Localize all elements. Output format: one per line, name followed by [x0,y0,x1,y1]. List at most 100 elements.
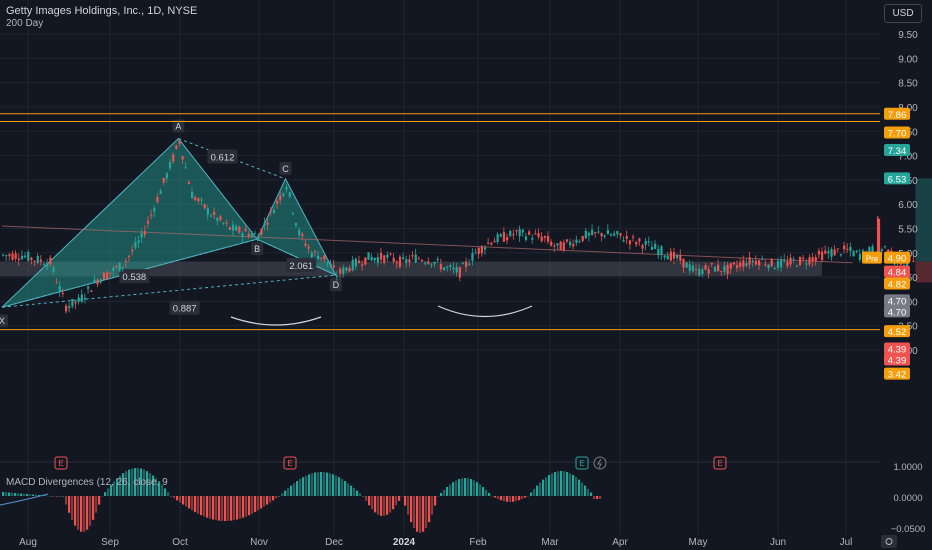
macd-bar [188,496,191,509]
candle-body [518,229,521,237]
candle-body [329,264,332,267]
candle-body [24,255,27,258]
macd-bar [35,494,38,496]
time-tick-label: Aug [19,537,37,548]
candle-body [383,255,386,263]
candle-body [17,258,20,261]
macd-bar [431,496,434,515]
candle-body [260,229,263,235]
macd-bar [275,496,278,499]
candle-body [317,255,320,260]
price-scale-tag [884,367,910,380]
macd-bar [344,481,347,496]
candle-body [824,250,827,254]
candle-body [332,265,335,268]
candle-body [912,261,915,263]
macd-bar [515,496,518,502]
macd-bar [59,496,62,497]
macd-bar [425,496,428,529]
candle-body [846,248,849,250]
candle-body [27,251,30,261]
candle-body [647,241,650,243]
candle-body [238,226,241,233]
candle-body [833,249,836,256]
pattern-point-label: X [0,316,5,326]
candle-body [71,298,74,307]
pattern-point-label: B [254,244,260,254]
macd-bar [197,496,200,514]
candle-body [414,254,417,263]
candle-body [465,261,468,267]
macd-bar [254,496,257,513]
macd-bar [161,484,164,496]
macd-bar [539,482,542,496]
candle-body [172,154,175,162]
macd-bar [107,488,110,496]
macd-bar [299,479,302,496]
candle-body [654,243,657,249]
candle-body [783,259,786,262]
macd-bar [350,485,353,496]
candle-body [635,242,638,245]
macd-bar [389,496,392,513]
macd-bar [503,496,506,502]
currency-button[interactable]: USD [884,4,922,23]
macd-bar [89,496,92,526]
macd-bar [314,472,317,496]
candle-body [758,260,761,266]
candle-body [112,267,115,271]
price-scale-tag-label: 6.53 [888,174,907,185]
macd-bar [461,478,464,496]
candle-body [159,190,162,195]
macd-tick-label: 1.0000 [893,462,922,473]
candle-body [194,197,197,201]
macd-bar [26,494,29,496]
candle-body [814,257,817,262]
price-tick-label: 9.00 [898,54,918,65]
pattern-ratio-label: 0.887 [173,304,197,315]
candle-body [858,254,861,260]
candle-body [666,255,669,260]
candle-body [632,236,635,238]
candle-body [386,254,389,258]
candle-body [162,177,165,183]
candle-body [90,290,93,292]
macd-bar [68,496,71,513]
macd-bar [281,493,284,496]
macd-bar [245,496,248,517]
pattern-point-bg [329,278,342,292]
candle-body [181,156,184,160]
rounding-bottom-arcs [230,305,533,326]
pre-market-tag [862,251,882,264]
macd-bar [317,472,320,496]
candle-body [735,265,739,268]
candle-body [323,255,326,260]
macd-bar [140,468,143,496]
candle-body [710,263,713,265]
pattern-point-bg [279,161,292,175]
macd-bar [326,472,329,496]
candle-body [370,256,373,261]
candle-body [483,247,487,250]
pattern-point-label: C [282,164,289,174]
macd-bar [383,496,386,516]
candle-body [871,246,874,255]
macd-bar [365,496,368,501]
candle-body [335,275,339,277]
candle-body [509,230,512,237]
macd-bar [242,496,245,518]
macd-bar [83,496,86,532]
candle-body [691,265,695,272]
candle-body [650,246,654,250]
macd-bar [179,496,182,503]
candle-body [521,229,524,233]
macd-bar [194,496,197,513]
macd-bar [422,496,425,532]
macd-bar [305,475,308,496]
candle-body [805,263,808,265]
macd-bar [236,496,239,520]
candle-body [367,252,370,260]
candle-body [695,268,698,270]
candle-body [515,230,518,232]
